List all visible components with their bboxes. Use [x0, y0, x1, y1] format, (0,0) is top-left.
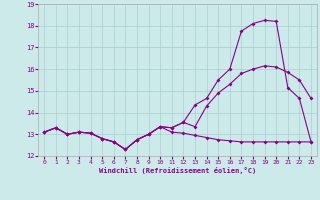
X-axis label: Windchill (Refroidissement éolien,°C): Windchill (Refroidissement éolien,°C)	[99, 167, 256, 174]
